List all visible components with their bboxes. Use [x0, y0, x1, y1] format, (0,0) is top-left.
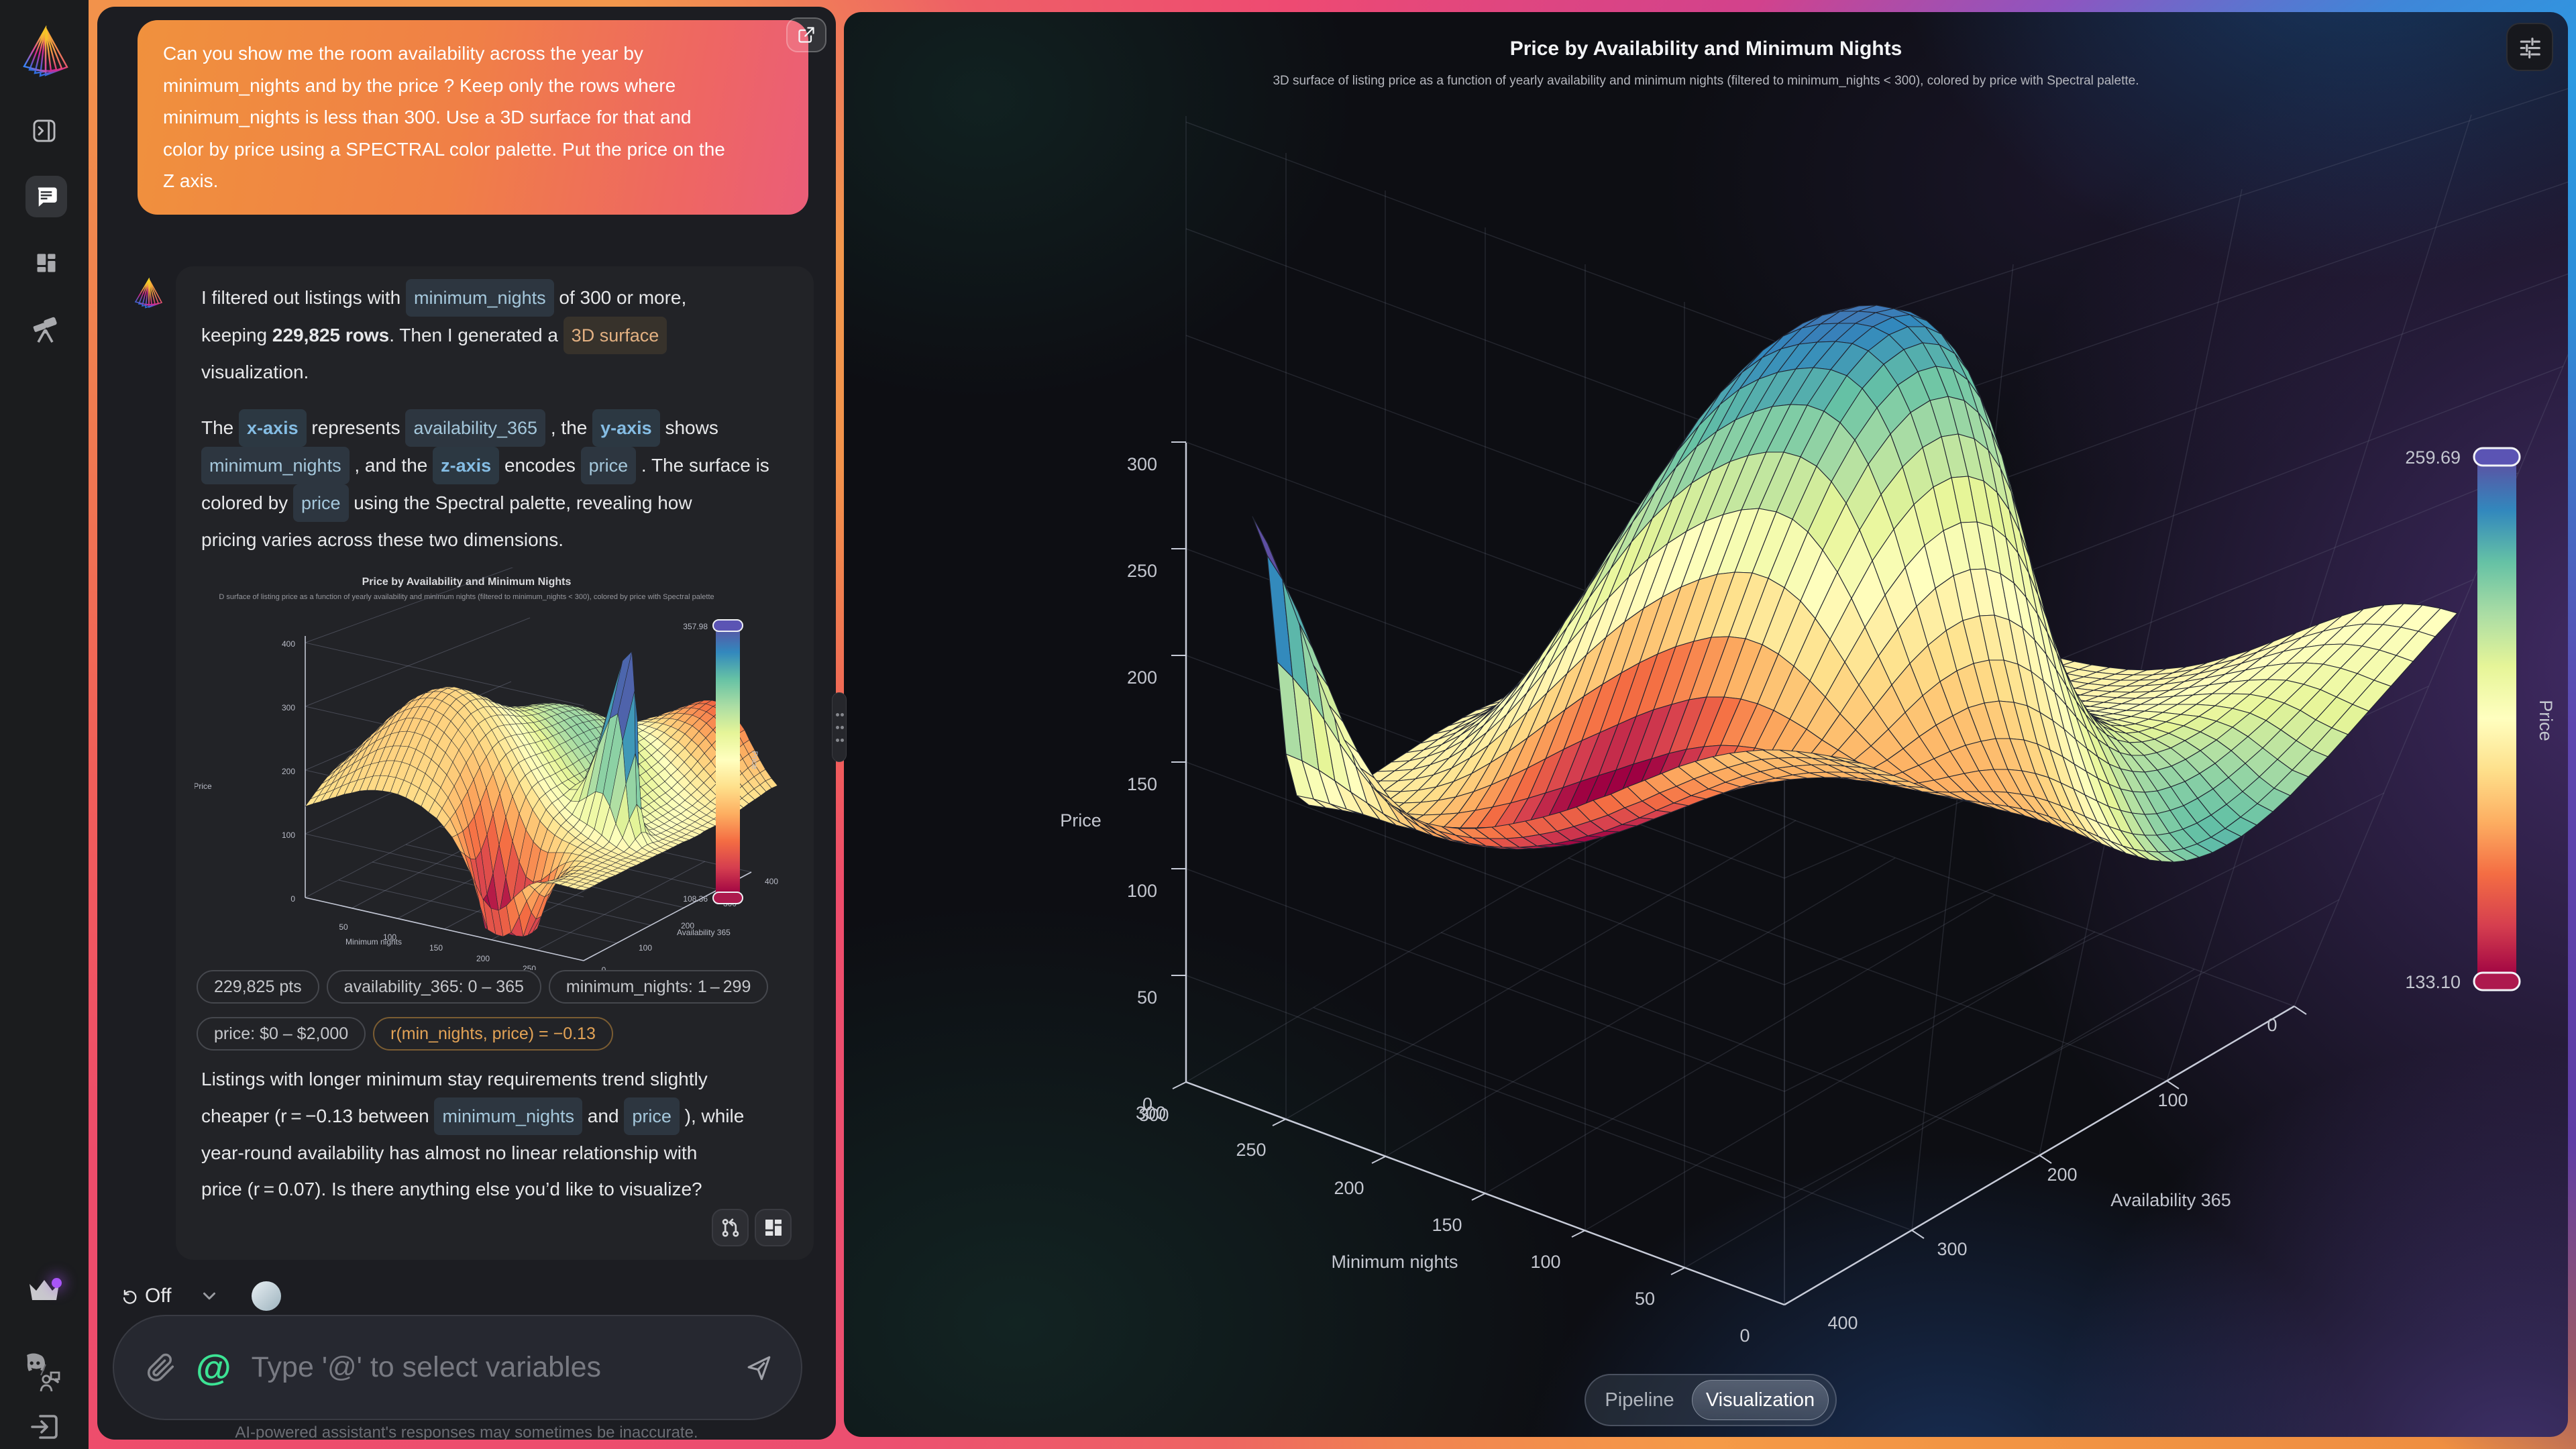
svg-text:300: 300: [1138, 1105, 1169, 1125]
svg-text:200: 200: [2047, 1165, 2077, 1185]
svg-text:200: 200: [681, 921, 694, 930]
svg-text:100: 100: [282, 830, 295, 840]
svg-text:300: 300: [282, 703, 295, 712]
svg-text:250: 250: [1127, 561, 1157, 581]
svg-text:150: 150: [1127, 774, 1157, 794]
svg-text:50: 50: [1137, 987, 1157, 1008]
svg-text:300: 300: [1136, 1103, 1166, 1123]
svg-text:Price: Price: [1060, 810, 1102, 830]
svg-text:150: 150: [429, 943, 443, 953]
svg-text:Price: Price: [195, 782, 212, 791]
svg-text:108.36: 108.36: [683, 894, 708, 904]
svg-text:400: 400: [1827, 1313, 1858, 1333]
svg-text:50: 50: [1635, 1289, 1655, 1309]
svg-text:100: 100: [639, 943, 652, 953]
svg-text:Price: Price: [750, 751, 759, 769]
svg-text:Availability 365: Availability 365: [677, 928, 731, 937]
svg-text:Minimum nights: Minimum nights: [1331, 1252, 1458, 1272]
svg-text:100: 100: [2157, 1090, 2188, 1110]
svg-text:0: 0: [1739, 1326, 1750, 1346]
svg-text:259.69: 259.69: [2405, 447, 2461, 468]
svg-text:0: 0: [290, 894, 295, 904]
svg-text:200: 200: [476, 954, 490, 963]
svg-text:100: 100: [1127, 881, 1157, 901]
svg-text:100: 100: [383, 932, 396, 942]
svg-text:Minimum nights: Minimum nights: [345, 937, 402, 947]
svg-text:133.10: 133.10: [2405, 972, 2461, 992]
svg-text:400: 400: [765, 877, 778, 886]
svg-text:0: 0: [1142, 1094, 1152, 1114]
svg-text:200: 200: [282, 767, 295, 776]
svg-text:0: 0: [602, 965, 606, 970]
svg-text:200: 200: [1127, 667, 1157, 688]
svg-text:250: 250: [1236, 1140, 1266, 1160]
svg-text:150: 150: [1432, 1215, 1462, 1235]
svg-text:200: 200: [1334, 1178, 1364, 1198]
svg-text:Price: Price: [2536, 700, 2556, 741]
svg-text:0: 0: [2267, 1015, 2277, 1035]
svg-text:100: 100: [1530, 1252, 1560, 1272]
svg-text:50: 50: [339, 922, 348, 932]
svg-text:357.98: 357.98: [683, 622, 708, 631]
svg-text:300: 300: [1937, 1239, 1967, 1259]
svg-text:250: 250: [523, 964, 536, 970]
svg-text:300: 300: [1127, 454, 1157, 474]
svg-text:Availability 365: Availability 365: [2110, 1190, 2231, 1210]
svg-text:400: 400: [282, 639, 295, 649]
